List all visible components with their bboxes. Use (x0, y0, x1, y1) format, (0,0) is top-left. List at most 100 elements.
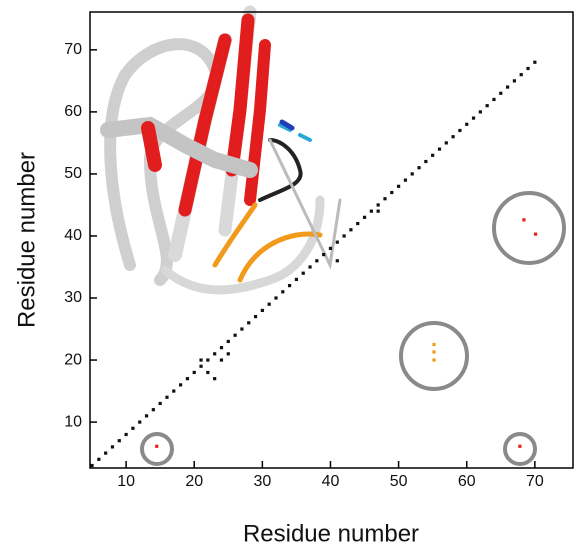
point (465, 122, 469, 126)
point (526, 66, 530, 71)
point (369, 209, 373, 213)
point (533, 60, 537, 64)
point (90, 463, 94, 468)
point (219, 358, 224, 362)
point (144, 414, 149, 418)
point (342, 234, 346, 238)
x-tick-label: 10 (117, 473, 135, 490)
x-axis-title: Residue number (243, 520, 419, 547)
point (260, 308, 264, 313)
point (199, 358, 203, 362)
point (247, 321, 251, 325)
point (104, 451, 108, 455)
point (499, 91, 503, 95)
point (117, 439, 121, 443)
point (518, 444, 522, 448)
point (219, 346, 224, 350)
point (97, 457, 101, 461)
x-tick-label: 60 (458, 473, 476, 490)
point (362, 215, 367, 219)
point (240, 327, 244, 331)
point (485, 104, 489, 108)
point (226, 352, 230, 356)
point (444, 141, 448, 145)
point (155, 444, 159, 448)
point (403, 178, 408, 182)
point (328, 246, 333, 250)
point (451, 135, 455, 139)
point (172, 389, 176, 393)
x-tick-label: 50 (390, 473, 408, 490)
x-tick-label: 30 (253, 473, 271, 490)
point (335, 259, 339, 263)
point (506, 85, 510, 89)
point (124, 432, 128, 437)
circle (503, 432, 537, 466)
x-tick-label: 40 (322, 473, 340, 490)
point (274, 296, 278, 300)
plot-frame (89, 11, 574, 469)
x-tick-label: 20 (185, 473, 203, 490)
y-tick-label: 50 (64, 165, 82, 182)
point (437, 147, 442, 151)
point (512, 79, 517, 83)
circle (492, 191, 566, 265)
y-axis-title: Residue number (13, 152, 40, 328)
point (397, 184, 401, 188)
point (288, 284, 292, 288)
point (308, 265, 312, 269)
point (281, 290, 285, 294)
point (151, 408, 155, 412)
point (315, 259, 319, 263)
point (471, 116, 476, 120)
point (213, 352, 217, 356)
point (383, 197, 387, 201)
point (322, 252, 326, 257)
circle (140, 432, 174, 466)
y-tick-label: 20 (64, 351, 82, 368)
y-tick-label: 10 (64, 413, 82, 430)
point (192, 370, 196, 375)
point (226, 339, 230, 344)
point (349, 228, 353, 232)
point (432, 342, 436, 347)
point (301, 271, 305, 275)
point (253, 315, 258, 319)
point (376, 203, 380, 207)
point (492, 97, 496, 102)
point (213, 377, 217, 381)
y-tick-label: 30 (64, 289, 82, 306)
point (519, 73, 523, 77)
point (138, 420, 142, 424)
point (206, 358, 210, 362)
point (458, 128, 462, 133)
y-tick-label: 40 (64, 227, 82, 244)
point (185, 377, 190, 381)
point (431, 153, 435, 157)
point (165, 395, 169, 399)
point (267, 302, 271, 306)
point (522, 218, 526, 222)
point (131, 426, 135, 430)
point (417, 166, 421, 170)
point (356, 221, 360, 226)
point (432, 358, 436, 362)
circle (399, 321, 469, 391)
highlight-circles (140, 191, 566, 466)
point (199, 364, 203, 368)
y-tick-label: 60 (64, 103, 82, 120)
point (335, 240, 339, 244)
point (206, 370, 210, 375)
point (294, 277, 299, 281)
protein-inset (100, 5, 342, 295)
point (158, 401, 162, 406)
point (179, 383, 183, 387)
point (478, 110, 482, 114)
point (432, 350, 436, 354)
point (110, 445, 115, 449)
point (410, 172, 414, 176)
y-tick-label: 70 (64, 41, 82, 58)
x-tick-label: 70 (526, 473, 544, 490)
point (390, 190, 394, 195)
